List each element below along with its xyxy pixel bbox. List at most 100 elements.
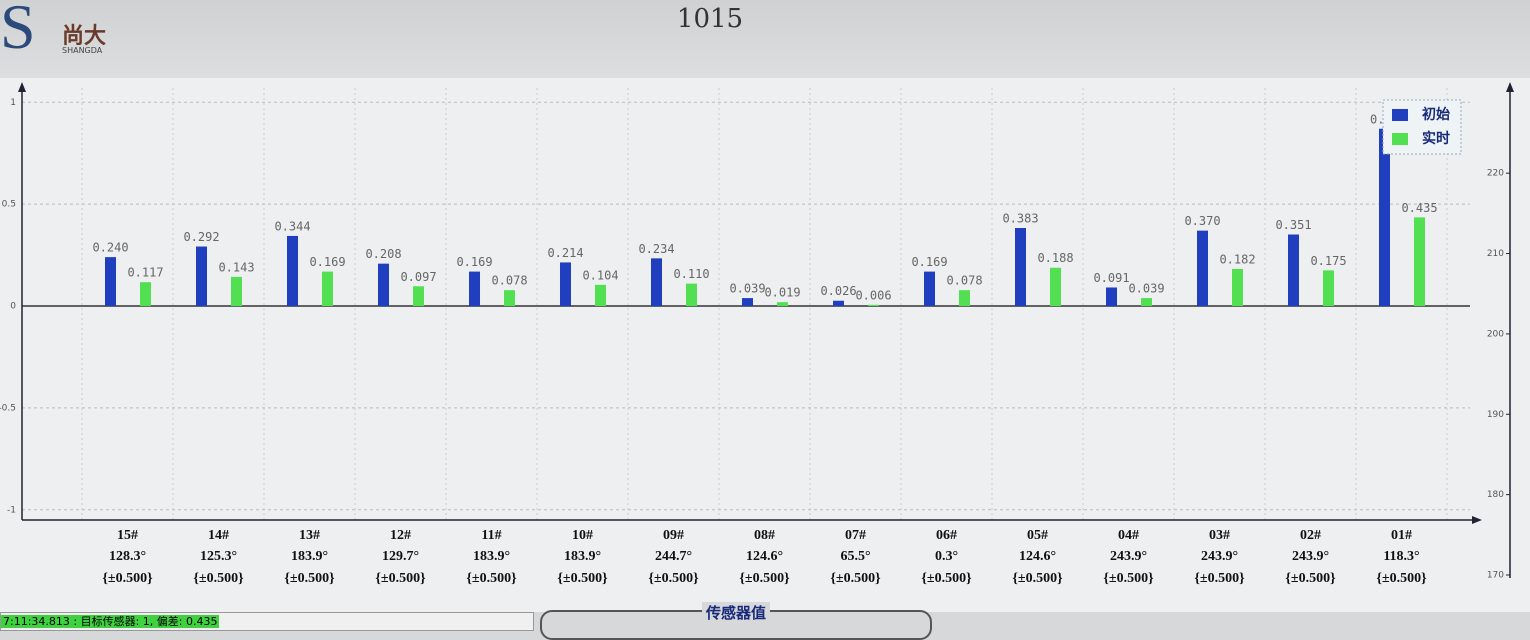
logo-en: SHANGDA	[62, 46, 103, 55]
y2-tick-label: 190	[1487, 410, 1504, 420]
group-box: 传感器值	[540, 602, 932, 640]
title: 1015	[676, 4, 744, 34]
value-label: 0.292	[183, 230, 219, 244]
y-tick-label: -1	[7, 505, 16, 515]
bar	[1197, 230, 1208, 307]
angle-label: 0.3°	[935, 549, 958, 564]
bar	[833, 300, 844, 307]
bar	[105, 257, 116, 307]
tolerance-label: {±0.500}	[1103, 571, 1154, 586]
status-bar: 7:11:34.813 : 目标传感器: 1, 偏差: 0.435	[0, 612, 534, 631]
bar	[287, 235, 298, 307]
value-label: 0.175	[1310, 254, 1346, 268]
angle-label: 244.7°	[655, 549, 692, 564]
header: S 尚大 SHANGDA 1015	[0, 0, 1530, 78]
tolerance-label: {±0.500}	[102, 571, 153, 586]
angle-label: 65.5°	[840, 549, 870, 564]
y2-tick-label: 210	[1487, 249, 1504, 259]
category-label: 15#	[117, 528, 138, 543]
angle-label: 124.6°	[746, 549, 783, 564]
angle-label: 183.9°	[291, 549, 328, 564]
bar	[378, 263, 389, 307]
value-label: 0.214	[547, 246, 583, 260]
value-label: 0.383	[1002, 211, 1038, 225]
value-label: 0.110	[673, 267, 709, 281]
bar	[742, 298, 753, 307]
category-label: 11#	[481, 528, 501, 543]
y2-tick-label: 170	[1487, 571, 1504, 581]
bar	[140, 282, 151, 307]
category-label: 03#	[1209, 528, 1230, 543]
angle-label: 183.9°	[564, 549, 601, 564]
value-label: 0.188	[1037, 251, 1073, 265]
tolerance-label: {±0.500}	[375, 571, 426, 586]
y-tick-label: 0	[10, 302, 16, 312]
bar	[924, 271, 935, 307]
category-label: 12#	[390, 528, 411, 543]
tolerance-label: {±0.500}	[1285, 571, 1336, 586]
category-label: 04#	[1118, 528, 1139, 543]
category-label: 09#	[663, 528, 684, 543]
value-label: 0.078	[491, 274, 527, 288]
category-label: 10#	[572, 528, 593, 543]
angle-label: 124.6°	[1019, 549, 1056, 564]
category-label: 08#	[754, 528, 775, 543]
bar	[1015, 227, 1026, 307]
tolerance-label: {±0.500}	[1376, 571, 1427, 586]
tolerance-label: {±0.500}	[1012, 571, 1063, 586]
value-label: 0.344	[274, 219, 310, 233]
bar	[686, 283, 697, 307]
angle-label: 129.7°	[382, 549, 419, 564]
category-label: 05#	[1027, 528, 1048, 543]
status-text: 7:11:34.813 : 目标传感器: 1, 偏差: 0.435	[1, 615, 220, 628]
bar	[651, 258, 662, 307]
category-label: 01#	[1391, 528, 1412, 543]
bar	[1106, 287, 1117, 307]
angle-label: 243.9°	[1201, 549, 1238, 564]
tolerance-label: {±0.500}	[557, 571, 608, 586]
tolerance-label: {±0.500}	[284, 571, 335, 586]
angle-label: 125.3°	[200, 549, 237, 564]
value-label: 0.182	[1219, 252, 1255, 266]
bar	[560, 262, 571, 307]
value-label: 0.208	[365, 247, 401, 261]
tolerance-label: {±0.500}	[921, 571, 972, 586]
legend-swatch	[1392, 133, 1408, 145]
value-label: 0.234	[638, 242, 674, 256]
y2-tick-label: 200	[1487, 329, 1504, 339]
value-label: 0.435	[1401, 201, 1437, 215]
value-label: 0.117	[127, 266, 163, 280]
bar	[1141, 298, 1152, 307]
y2-arrow	[1506, 82, 1514, 92]
category-label: 14#	[208, 528, 229, 543]
value-label: 0.078	[946, 274, 982, 288]
tolerance-label: {±0.500}	[739, 571, 790, 586]
legend-swatch	[1392, 109, 1408, 121]
value-label: 0.026	[820, 284, 856, 298]
tolerance-label: {±0.500}	[466, 571, 517, 586]
value-label: 0.169	[309, 255, 345, 269]
value-label: 0.006	[855, 288, 891, 302]
y-arrow	[18, 82, 26, 92]
value-label: 0.169	[911, 255, 947, 269]
category-label: 13#	[299, 528, 320, 543]
bar	[322, 271, 333, 307]
bar	[504, 290, 515, 307]
y2-tick-label: 180	[1487, 490, 1504, 500]
angle-label: 243.9°	[1292, 549, 1329, 564]
bar	[1323, 270, 1334, 307]
legend-label: 实时	[1422, 130, 1450, 147]
bar	[1379, 128, 1390, 307]
tolerance-label: {±0.500}	[193, 571, 244, 586]
value-label: 0.104	[582, 268, 618, 282]
angle-label: 243.9°	[1110, 549, 1147, 564]
bar	[595, 284, 606, 307]
bar	[196, 246, 207, 307]
angle-label: 118.3°	[1383, 549, 1419, 564]
group-title: 传感器值	[702, 602, 771, 623]
chart: -1 -0.5 0 0.5 1 170 180 190 200 210 220 0.240 0.117 1…	[0, 78, 1530, 612]
bar	[1414, 217, 1425, 307]
bar	[231, 276, 242, 307]
value-label: 0.351	[1275, 218, 1311, 232]
